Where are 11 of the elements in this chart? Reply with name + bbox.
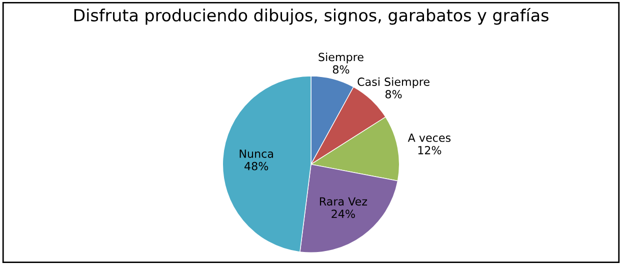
data-label: 24% (332, 210, 355, 218)
data-label: 8% (385, 90, 402, 98)
data-label: 8% (332, 65, 350, 74)
slice-label: Rara Vez (320, 197, 368, 206)
slice-label: Casi Siempre (358, 77, 430, 88)
data-label: 48% (244, 162, 268, 170)
slice-label: Siempre (318, 52, 364, 64)
slice-label: A veces (408, 134, 451, 142)
data-label: 12% (418, 146, 442, 154)
slice-label: Nunca (240, 150, 273, 158)
chart-title: Disfruta produciendo dibujos, signos, garabatos y grafías (74, 8, 548, 25)
